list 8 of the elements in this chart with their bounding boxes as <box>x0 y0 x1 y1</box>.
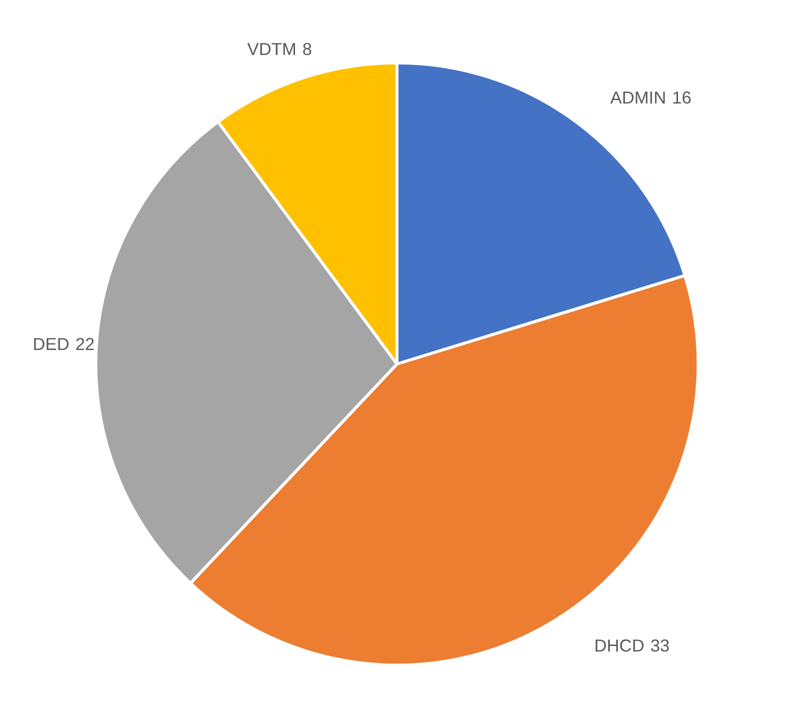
slice-label: VDTM <box>247 39 296 60</box>
slice-label: ADMIN <box>610 87 666 108</box>
data-label: 8 <box>302 39 312 60</box>
slice-label: DHCD <box>594 635 644 656</box>
data-label: 16 <box>672 87 692 108</box>
data-label: 33 <box>650 635 670 656</box>
slice-label: DED <box>32 334 70 354</box>
data-label: 22 <box>75 334 95 354</box>
